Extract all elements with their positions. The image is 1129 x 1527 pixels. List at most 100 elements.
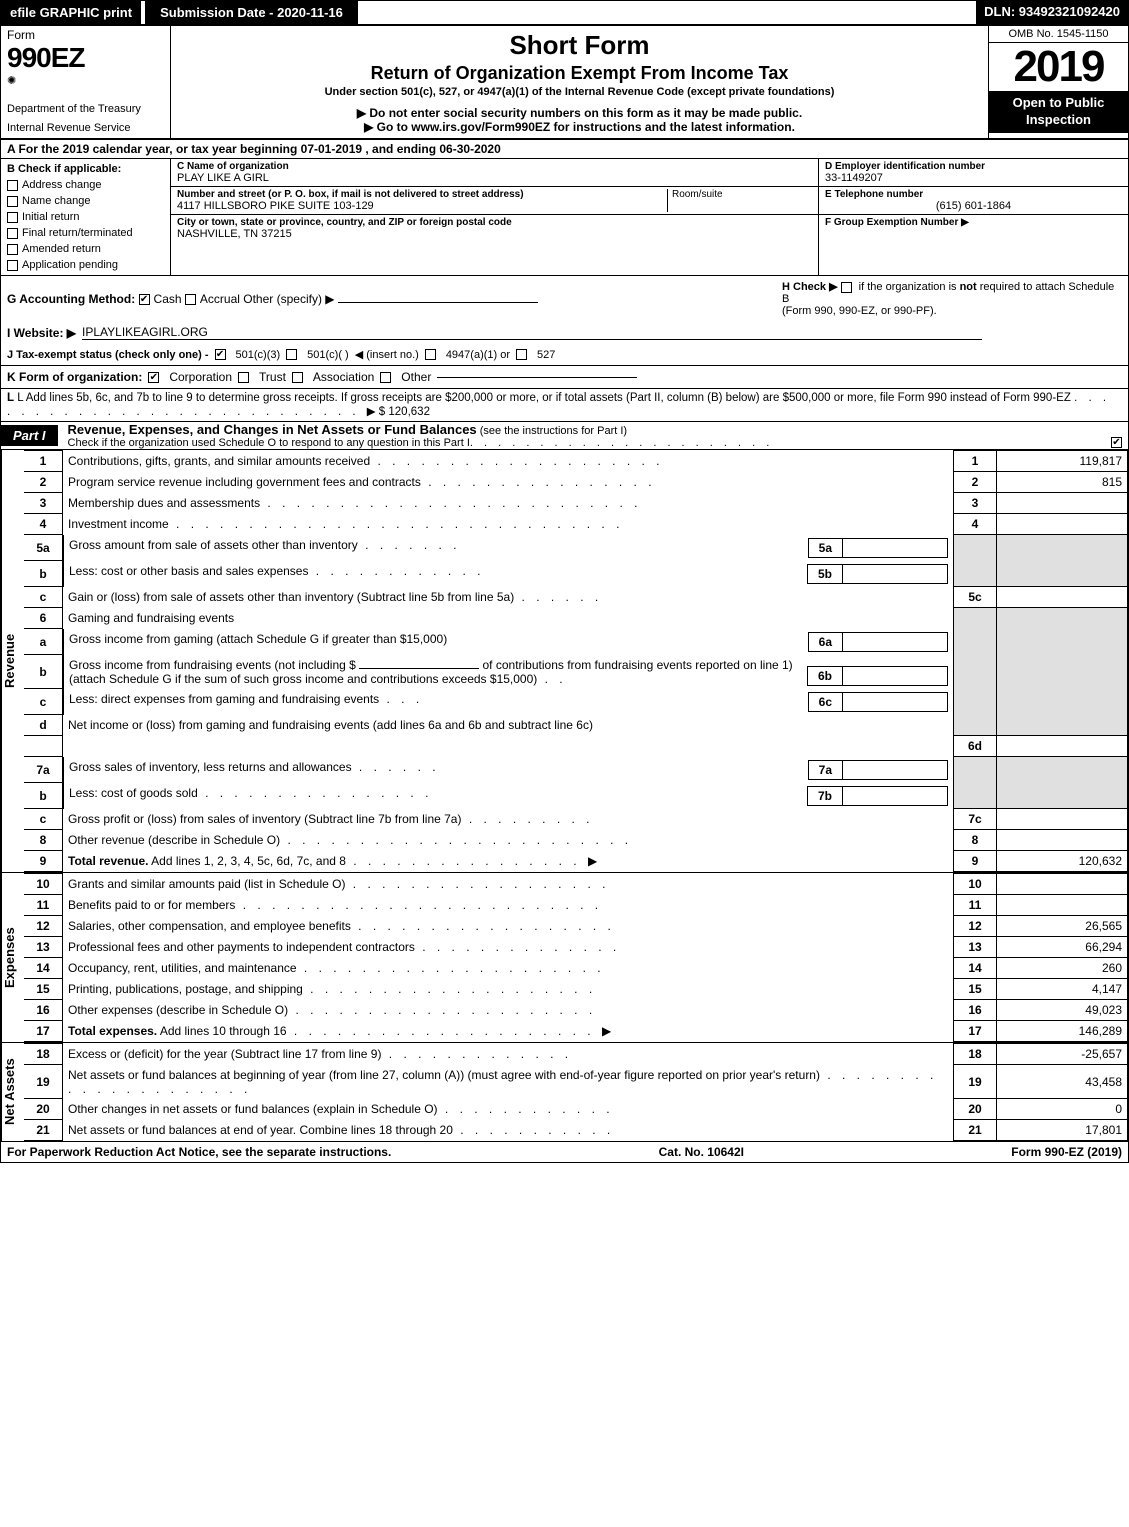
org-name-label: C Name of organization xyxy=(177,161,289,172)
ln-6a: a xyxy=(24,629,63,655)
i-label: I Website: ▶ xyxy=(7,326,76,340)
ssn-warning: ▶ Do not enter social security numbers o… xyxy=(181,106,978,120)
checkbox-501c3[interactable] xyxy=(215,349,226,360)
row-l: L L Add lines 5b, 6c, and 7b to line 9 t… xyxy=(1,389,1128,421)
form-subtitle: Return of Organization Exempt From Incom… xyxy=(181,63,978,84)
checkbox-4947[interactable] xyxy=(425,349,436,360)
ln-5b: b xyxy=(24,561,63,587)
line-21-desc: Net assets or fund balances at end of ye… xyxy=(68,1123,453,1137)
checkbox-name-change[interactable] xyxy=(7,196,18,207)
ln-13: 13 xyxy=(24,937,63,958)
j-label: J Tax-exempt status (check only one) - xyxy=(7,349,209,361)
checkbox-other-org[interactable] xyxy=(380,372,391,383)
phone-label: E Telephone number xyxy=(825,189,1122,200)
on-9: 9 xyxy=(954,851,997,872)
checkbox-association[interactable] xyxy=(292,372,303,383)
line-6c-desc: Less: direct expenses from gaming and fu… xyxy=(69,692,379,706)
room-suite-label: Room/suite xyxy=(667,189,812,212)
ln-11: 11 xyxy=(24,895,63,916)
on-20: 20 xyxy=(954,1099,997,1120)
h-text-3: (Form 990, 990-EZ, or 990-PF). xyxy=(782,305,937,317)
ln-6d: d xyxy=(24,715,63,736)
line-8-val xyxy=(997,830,1128,851)
ln-15: 15 xyxy=(24,979,63,1000)
ln-16: 16 xyxy=(24,1000,63,1021)
form-word: Form xyxy=(7,28,164,42)
line-2-desc: Program service revenue including govern… xyxy=(68,475,421,489)
line-5c-val xyxy=(997,587,1128,608)
line-7b-desc: Less: cost of goods sold xyxy=(69,786,198,800)
form-header: Form 990EZ ✺ Department of the Treasury … xyxy=(1,26,1128,140)
checkbox-address-change[interactable] xyxy=(7,180,18,191)
form-title: Short Form xyxy=(181,30,978,61)
line-9-val: 120,632 xyxy=(997,851,1128,872)
checkbox-accrual[interactable] xyxy=(185,294,196,305)
ln-9: 9 xyxy=(24,851,63,872)
ln-6: 6 xyxy=(24,608,63,629)
line-7c-val xyxy=(997,809,1128,830)
line-4-val xyxy=(997,514,1128,535)
website-value[interactable]: IPLAYLIKEAGIRL.ORG xyxy=(82,325,982,340)
assoc-label: Association xyxy=(313,370,374,384)
cb-label-3: Final return/terminated xyxy=(22,227,133,239)
line-7c-desc: Gross profit or (loss) from sales of inv… xyxy=(68,812,461,826)
ln-6c: c xyxy=(24,689,63,715)
column-d: D Employer identification number 33-1149… xyxy=(818,159,1128,275)
4947-label: 4947(a)(1) or xyxy=(446,349,510,361)
other-org-input[interactable] xyxy=(437,377,637,378)
org-name: PLAY LIKE A GIRL xyxy=(177,172,289,184)
part-i-header: Part I Revenue, Expenses, and Changes in… xyxy=(1,421,1128,450)
checkbox-final-return[interactable] xyxy=(7,228,18,239)
501c-label: 501(c)( ) xyxy=(307,349,349,361)
k-label: K Form of organization: xyxy=(7,370,142,384)
on-5c: 5c xyxy=(954,587,997,608)
on-2: 2 xyxy=(954,472,997,493)
footer-mid: Cat. No. 10642I xyxy=(659,1145,744,1159)
checkbox-schedule-o[interactable] xyxy=(1111,437,1122,448)
checkbox-h[interactable] xyxy=(841,282,852,293)
on-4: 4 xyxy=(954,514,997,535)
checkbox-501c[interactable] xyxy=(286,349,297,360)
ln-7a: 7a xyxy=(24,757,63,783)
goto-link[interactable]: ▶ Go to www.irs.gov/Form990EZ for instru… xyxy=(181,120,978,134)
irs-text-2: Service xyxy=(94,122,131,134)
checkbox-trust[interactable] xyxy=(238,372,249,383)
efile-print-button[interactable]: efile GRAPHIC print xyxy=(1,1,141,24)
revenue-section: Revenue 1Contributions, gifts, grants, a… xyxy=(1,450,1128,873)
netassets-section: Net Assets 18Excess or (deficit) for the… xyxy=(1,1043,1128,1142)
on-14: 14 xyxy=(954,958,997,979)
checkbox-cash[interactable] xyxy=(139,294,150,305)
ln-14: 14 xyxy=(24,958,63,979)
ln-12: 12 xyxy=(24,916,63,937)
on-7c: 7c xyxy=(954,809,997,830)
on-16: 16 xyxy=(954,1000,997,1021)
in-5a: 5a xyxy=(808,538,843,558)
ln-6b: b xyxy=(24,655,63,689)
line-17-val: 146,289 xyxy=(997,1021,1128,1042)
checkbox-application-pending[interactable] xyxy=(7,260,18,271)
column-c: C Name of organization PLAY LIKE A GIRL … xyxy=(171,159,818,275)
checkbox-corporation[interactable] xyxy=(148,372,159,383)
line-16-desc: Other expenses (describe in Schedule O) xyxy=(68,1003,288,1017)
line-16-val: 49,023 xyxy=(997,1000,1128,1021)
checkbox-initial-return[interactable] xyxy=(7,212,18,223)
trust-label: Trust xyxy=(259,370,286,384)
open-inspection: Open to Public Inspection xyxy=(989,91,1128,133)
footer-left: For Paperwork Reduction Act Notice, see … xyxy=(7,1145,391,1159)
l-value: ▶ $ 120,632 xyxy=(367,406,430,418)
revenue-label: Revenue xyxy=(1,450,24,872)
part-i-tab: Part I xyxy=(1,425,58,446)
city-label: City or town, state or province, country… xyxy=(177,217,512,228)
line-8-desc: Other revenue (describe in Schedule O) xyxy=(68,833,280,847)
checkbox-527[interactable] xyxy=(516,349,527,360)
revenue-table: 1Contributions, gifts, grants, and simil… xyxy=(24,450,1128,872)
on-10: 10 xyxy=(954,874,997,895)
other-specify-input[interactable] xyxy=(338,302,538,303)
part-i-title-suffix: (see the instructions for Part I) xyxy=(480,425,627,437)
under-section: Under section 501(c), 527, or 4947(a)(1)… xyxy=(181,86,978,98)
expenses-table: 10Grants and similar amounts paid (list … xyxy=(24,873,1128,1042)
cb-label-0: Address change xyxy=(22,179,102,191)
tax-year: 2019 xyxy=(989,43,1128,91)
checkbox-amended-return[interactable] xyxy=(7,244,18,255)
ln-21: 21 xyxy=(24,1120,63,1141)
